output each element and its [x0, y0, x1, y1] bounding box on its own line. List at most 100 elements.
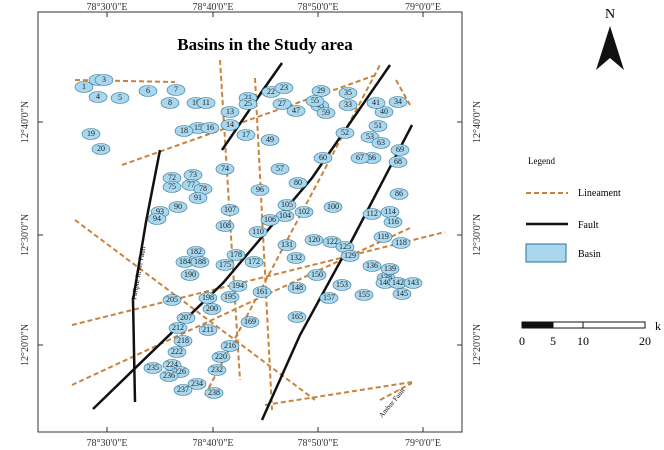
basin [383, 216, 403, 228]
basin [159, 370, 179, 382]
basin [160, 97, 180, 109]
x-tick-label: 78°40'0"E [193, 2, 234, 13]
basin-label: 122 [326, 237, 338, 246]
basin-label: 17 [242, 130, 250, 139]
basin [287, 311, 307, 323]
basin-label: 220 [215, 352, 227, 361]
basin-label: 107 [224, 205, 236, 214]
basin [167, 346, 187, 358]
basins: 1234567810111314151617181920212223252729… [74, 74, 423, 399]
basin-label: 148 [291, 283, 303, 292]
scale-label: 10 [577, 334, 589, 348]
basin-label: 104 [279, 211, 291, 220]
basin [366, 97, 386, 109]
basin-label: 182 [190, 247, 202, 256]
basin-label: 67 [356, 153, 364, 162]
basin [162, 294, 182, 306]
basin [335, 127, 355, 139]
basin [188, 192, 208, 204]
basin [173, 335, 193, 347]
graticule: 78°30'0"E 78°30'0"E 78°40'0"E 78°40'0"E 78°5… [20, 2, 483, 449]
basin-label: 237 [177, 385, 189, 394]
basin [168, 201, 188, 213]
basin [215, 259, 235, 271]
basin [162, 181, 182, 193]
basin-label: 63 [377, 138, 385, 147]
basin [274, 82, 294, 94]
basin [403, 277, 423, 289]
basin [307, 269, 327, 281]
basin-label: 140 [379, 278, 391, 287]
basin [207, 364, 227, 376]
basin-label: 207 [180, 313, 192, 322]
basin-label: 16 [206, 123, 214, 132]
basin-label: 66 [368, 153, 376, 162]
basin [94, 74, 114, 86]
basin-label: 119 [377, 232, 389, 241]
basin [323, 201, 343, 213]
basin [81, 128, 101, 140]
lineaments [71, 59, 446, 411]
legend-label: Basin [578, 249, 601, 260]
basin-label: 200 [206, 304, 218, 313]
basin-label: 40 [380, 107, 388, 116]
basin [311, 85, 331, 97]
basin-label: 108 [219, 221, 231, 230]
basin [272, 98, 292, 110]
basin-label: 212 [172, 323, 184, 332]
basin [215, 220, 235, 232]
basin [350, 152, 370, 164]
basin-label: 22 [267, 87, 275, 96]
basin-label: 77 [187, 180, 195, 189]
basin-label: 29 [317, 86, 325, 95]
scale-label: 0 [519, 334, 525, 348]
basin [174, 125, 194, 137]
x-tick-label: 78°40'0"E [193, 438, 234, 449]
basin [294, 206, 314, 218]
basin-label: 112 [366, 209, 378, 218]
basin-label: 34 [394, 97, 402, 106]
y-tick-label: 12°30'0"N [472, 214, 483, 256]
basin [338, 99, 358, 111]
basin-label: 4 [96, 92, 100, 101]
basin-label: 136 [366, 261, 378, 270]
basin-label: 143 [407, 278, 419, 287]
basin-label: 232 [211, 365, 223, 374]
basin-label: 5 [118, 93, 122, 102]
basin [374, 106, 394, 118]
basin [240, 316, 260, 328]
north-arrow [596, 26, 624, 70]
basin-label: 236 [163, 371, 175, 380]
legend-label: Lineament [578, 188, 621, 199]
basin-label: 139 [384, 264, 396, 273]
scale-bar [521, 321, 646, 329]
basin-label: 155 [358, 290, 370, 299]
basin [380, 263, 400, 275]
basin [215, 163, 235, 175]
basin [313, 152, 333, 164]
basin [138, 85, 158, 97]
basin-label: 11 [202, 98, 210, 107]
basin-label: 25 [244, 99, 252, 108]
basin [316, 107, 336, 119]
y-tick-label: 12°20'0"N [472, 324, 483, 366]
basin-label: 1 [82, 82, 86, 91]
basin-label: 75 [168, 182, 176, 191]
basin-label: 105 [281, 200, 293, 209]
basin-label: 184 [179, 257, 191, 266]
basin [388, 156, 408, 168]
basin [362, 260, 382, 272]
basin [204, 387, 224, 399]
basin-label: 59 [322, 108, 330, 117]
basin-label: 190 [184, 270, 196, 279]
basin-label: 27 [278, 99, 286, 108]
basin [180, 269, 200, 281]
basin [250, 184, 270, 196]
basin-label: 47 [292, 106, 300, 115]
basin [220, 106, 240, 118]
basin-label: 116 [387, 217, 399, 226]
basin-label: 153 [336, 280, 348, 289]
basin [305, 95, 325, 107]
basin [304, 234, 324, 246]
